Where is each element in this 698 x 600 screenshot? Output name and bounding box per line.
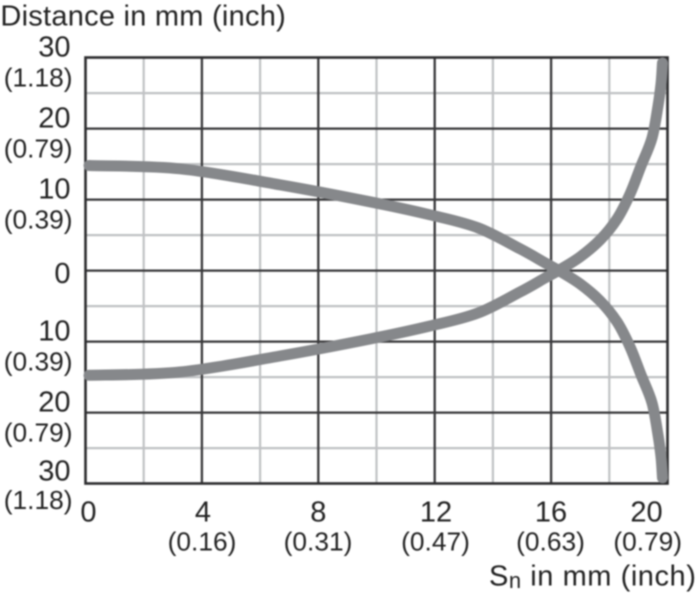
svg-text:(0.79): (0.79) [4,417,73,447]
svg-text:(0.47): (0.47) [401,526,470,556]
svg-text:Distance in mm (inch): Distance in mm (inch) [0,0,286,32]
svg-text:10: 10 [38,174,70,206]
svg-text:(1.18): (1.18) [4,485,73,515]
svg-text:(1.18): (1.18) [4,62,73,92]
svg-text:0: 0 [54,258,70,290]
svg-text:10: 10 [38,316,70,348]
svg-text:20: 20 [38,103,70,135]
svg-text:30: 30 [38,32,70,64]
svg-text:30: 30 [38,456,70,488]
svg-text:20: 20 [630,496,662,528]
svg-text:16: 16 [535,496,567,528]
svg-text:Sn in mm (inch): Sn in mm (inch) [489,561,696,594]
svg-text:0: 0 [80,496,96,528]
svg-text:(0.79): (0.79) [4,133,73,163]
svg-text:8: 8 [310,496,326,528]
svg-text:20: 20 [38,387,70,419]
svg-text:(0.31): (0.31) [284,526,353,556]
svg-text:(0.79): (0.79) [613,526,682,556]
svg-text:(0.39): (0.39) [4,346,73,376]
svg-text:4: 4 [195,496,211,528]
svg-text:(0.63): (0.63) [516,526,585,556]
svg-text:(0.16): (0.16) [168,526,237,556]
svg-text:12: 12 [420,496,452,528]
svg-text:(0.39): (0.39) [4,204,73,234]
